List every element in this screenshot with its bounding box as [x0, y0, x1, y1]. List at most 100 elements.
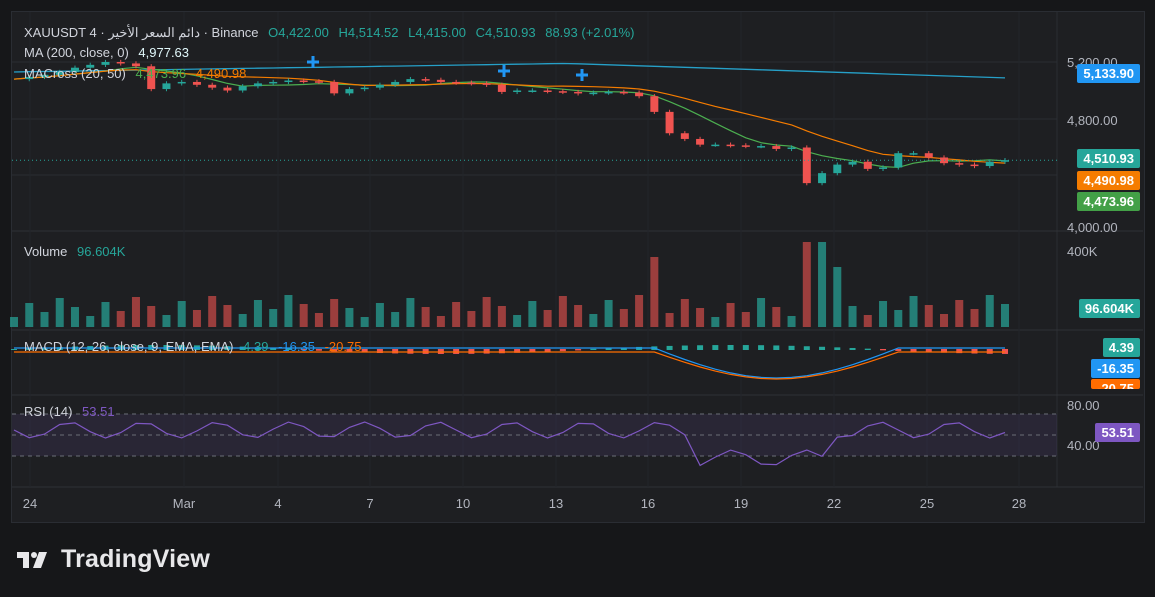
- macross-legend[interactable]: MACross (20, 50) 4,473.96 4,490.98: [24, 66, 246, 82]
- macd-hist-bar: [559, 349, 566, 352]
- volume-bar: [86, 316, 95, 327]
- volume-bar: [879, 301, 888, 327]
- candle-body: [985, 161, 994, 167]
- volume-bar: [360, 317, 369, 327]
- macd-hist-bar: [727, 345, 734, 350]
- candle-body: [452, 81, 461, 84]
- macd-hist-bar: [407, 349, 414, 354]
- volume-bar: [330, 299, 339, 327]
- rsi-tick-80: 80.00: [1067, 398, 1100, 413]
- macd-hist-bar: [270, 347, 277, 350]
- candle-body: [482, 83, 491, 85]
- macd-hist-bar: [742, 345, 749, 350]
- ohlc-high: H4,514.52: [338, 25, 399, 40]
- macd-hist-bar: [849, 347, 856, 350]
- header-legend: XAUUSDT 4 · دائم السعر الأخير · Binance …: [24, 25, 635, 40]
- volume-bar: [162, 315, 171, 327]
- volume-bar: [757, 298, 766, 327]
- candle-body: [269, 81, 278, 84]
- badge-macd-hist: 4.39: [1102, 338, 1140, 357]
- volume-bar: [208, 296, 217, 327]
- volume-bar: [848, 306, 857, 327]
- badge-signal: -20.75: [1091, 379, 1140, 389]
- candle-body: [70, 67, 79, 72]
- candle-body: [589, 92, 598, 95]
- volume-bar: [101, 302, 110, 327]
- tradingview-logo[interactable]: TradingView: [15, 545, 210, 574]
- volume-bar: [238, 314, 247, 327]
- volume-bar: [711, 317, 720, 327]
- macd-legend[interactable]: MACD (12, 26, close, 9, EMA, EMA) 4.39 -…: [24, 339, 361, 355]
- candle-body: [1001, 160, 1009, 162]
- volume-bar: [665, 313, 674, 327]
- macross-label: MACross (20, 50): [24, 66, 126, 81]
- volume-bar: [909, 296, 918, 327]
- macd-hist-bar: [575, 349, 582, 351]
- macd-hist-bar: [788, 345, 795, 350]
- candle-body: [696, 138, 705, 145]
- volume-bar: [497, 306, 506, 327]
- macd-v1: 4.39: [243, 339, 269, 354]
- ma-legend[interactable]: MA (200, close, 0) 4,977.63: [24, 45, 189, 61]
- signal-line: [14, 351, 1005, 380]
- macd-v2: -16.35: [278, 339, 315, 354]
- ma200-line: [13, 62, 1006, 79]
- volume-bar: [635, 295, 644, 327]
- macd-hist-bar: [590, 348, 597, 350]
- macross-v1: 4,473.96: [135, 66, 187, 81]
- candle-body: [345, 89, 354, 94]
- volume-bar: [894, 310, 903, 327]
- volume-legend[interactable]: Volume 96.604K: [24, 244, 125, 260]
- macd-hist-bar: [41, 347, 48, 350]
- volume-bar: [467, 311, 476, 327]
- volume-bar: [726, 303, 735, 327]
- volume-bar: [10, 317, 18, 327]
- rsi-legend[interactable]: RSI (14) 53.51: [24, 404, 115, 420]
- volume-value: 96.604K: [77, 244, 126, 259]
- badge-ma200: 5,133.90: [1077, 64, 1140, 83]
- badge-last-price: 4,510.93: [1077, 149, 1140, 168]
- candle-body: [970, 164, 979, 167]
- macd-hist-bar: [681, 345, 688, 350]
- title-ar: دائم السعر الأخير: [108, 25, 200, 40]
- candle-body: [223, 87, 232, 91]
- candle-body: [863, 161, 872, 169]
- volume-bar: [314, 313, 323, 327]
- badge-ma20: 4,473.96: [1077, 192, 1140, 211]
- candle-body: [802, 147, 811, 184]
- volume-bar: [421, 307, 430, 327]
- badge-rsi: 53.51: [1095, 423, 1140, 442]
- macd-hist-bar: [346, 349, 353, 353]
- candle-body: [131, 63, 140, 67]
- macd-hist-bar: [361, 349, 368, 353]
- macd-hist-bar: [544, 349, 551, 352]
- volume-bar: [589, 314, 598, 327]
- candle-body: [635, 92, 644, 97]
- macd-hist-bar: [529, 349, 536, 353]
- candle-body: [284, 80, 293, 83]
- macd-hist-bar: [910, 349, 917, 352]
- candle-body: [147, 66, 156, 90]
- x-tick: 7: [366, 496, 374, 511]
- exchange: Binance: [211, 25, 259, 40]
- candle-body: [848, 161, 857, 165]
- macd-hist-bar: [803, 346, 810, 350]
- candle-body: [650, 96, 659, 112]
- macd-hist-bar: [834, 347, 841, 350]
- volume-bar: [741, 312, 750, 327]
- chart-panel[interactable]: [11, 11, 1145, 523]
- macd-hist-bar: [712, 345, 719, 350]
- volume-bar: [985, 295, 994, 327]
- candle-body: [467, 82, 476, 85]
- macd-hist-bar: [498, 349, 505, 354]
- candle-body: [619, 91, 628, 94]
- ma20-line: [13, 66, 1006, 169]
- candle-body: [391, 81, 400, 85]
- macross-v2: 4,490.98: [195, 66, 247, 81]
- macd-hist-bar: [697, 345, 704, 350]
- x-tick: 16: [640, 496, 656, 511]
- volume-tick-400k: 400K: [1067, 244, 1098, 259]
- volume-bar: [787, 316, 796, 327]
